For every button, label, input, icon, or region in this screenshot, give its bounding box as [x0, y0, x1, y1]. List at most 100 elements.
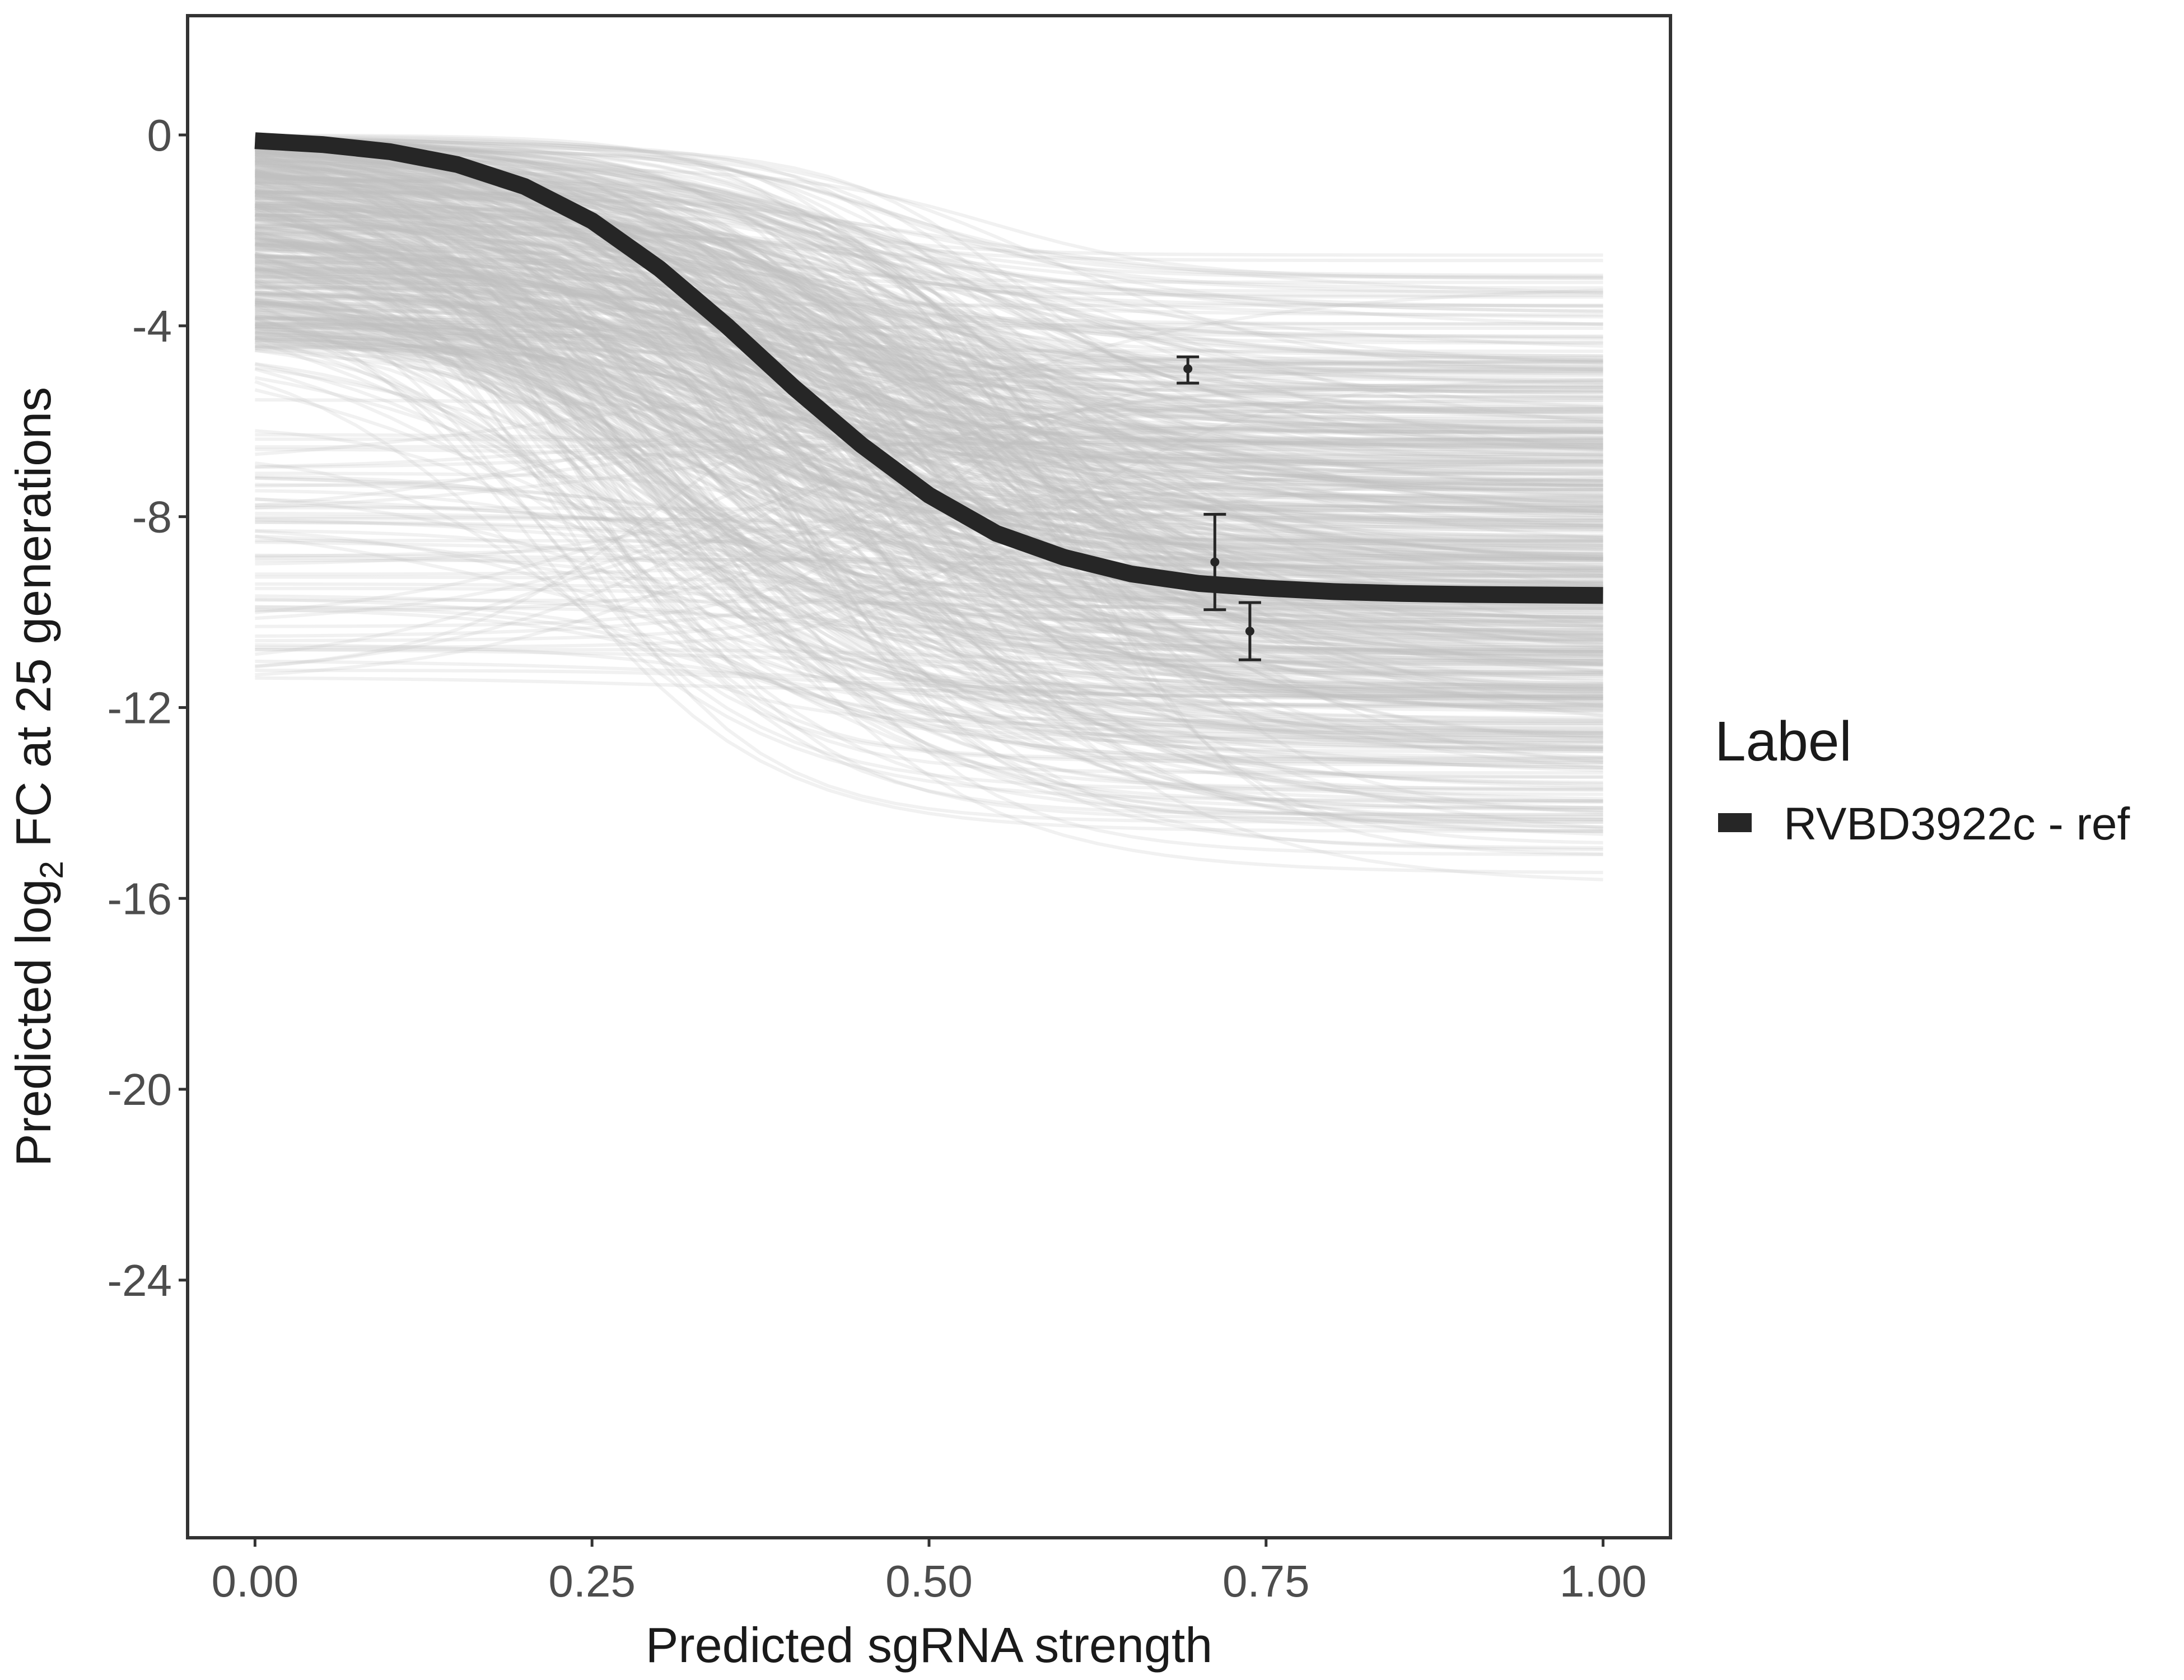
posterior-draw-line	[255, 260, 1603, 411]
posterior-draw-line	[255, 460, 1603, 576]
posterior-draw-line	[255, 268, 1603, 809]
posterior-draw-line	[255, 237, 1603, 317]
posterior-draw-line	[255, 193, 1603, 666]
posterior-draw-line	[255, 204, 1603, 675]
posterior-draw-line	[254, 235, 1603, 543]
posterior-draw-line	[255, 141, 1603, 562]
posterior-draw-line	[255, 137, 1603, 520]
posterior-draw-line	[254, 169, 1603, 513]
posterior-draw-line	[255, 206, 1603, 500]
posterior-draw-line	[255, 137, 1603, 377]
posterior-draw-line	[255, 296, 1603, 487]
posterior-draw-line	[254, 289, 1603, 769]
posterior-draw-line	[255, 148, 1603, 365]
posterior-draw-line	[254, 235, 1603, 430]
posterior-draw-line	[255, 225, 1603, 400]
posterior-draw-line	[255, 323, 1603, 543]
posterior-draw-line	[255, 143, 1603, 465]
posterior-draw-line	[255, 218, 1603, 573]
posterior-draw-line	[255, 260, 1603, 829]
posterior-draw-line	[255, 236, 1603, 737]
posterior-draw-line	[255, 267, 1603, 441]
posterior-draw-line	[254, 185, 1603, 687]
posterior-draw-line	[255, 290, 1603, 700]
posterior-draw-line	[254, 192, 1603, 622]
posterior-draw-line	[255, 605, 1603, 740]
posterior-draw-line	[255, 272, 1603, 523]
x-tick-label: 0.75	[1222, 1556, 1310, 1606]
posterior-draw-line	[255, 243, 1603, 446]
posterior-draw-line	[255, 321, 1603, 494]
posterior-draw-line	[255, 186, 1603, 539]
posterior-draw-line	[255, 192, 1603, 445]
posterior-draw-line	[254, 255, 1603, 604]
posterior-draw-line	[254, 164, 1603, 517]
posterior-draw-line	[255, 175, 1603, 585]
posterior-draw-line	[254, 171, 1603, 434]
y-axis-title-subscript: 2	[34, 861, 70, 879]
posterior-draw-line	[255, 647, 1603, 662]
posterior-draw-line	[254, 336, 1603, 636]
posterior-draw-line	[255, 150, 1603, 542]
posterior-draw-line	[255, 205, 1603, 718]
posterior-draw-line	[255, 266, 1603, 464]
posterior-draw-line	[255, 288, 1603, 614]
posterior-draw-line	[255, 214, 1603, 389]
posterior-draw-line	[255, 231, 1603, 390]
posterior-draw-line	[255, 179, 1603, 856]
posterior-draw-line	[255, 147, 1603, 290]
posterior-draw-line	[254, 185, 1603, 738]
posterior-draw-line	[254, 169, 1603, 666]
posterior-draw-line	[254, 155, 1603, 578]
posterior-draw-line	[255, 208, 1603, 641]
posterior-draw-line	[254, 252, 1603, 573]
posterior-draw-line	[255, 175, 1603, 319]
posterior-draw-line	[255, 319, 1603, 483]
posterior-draw-line	[255, 520, 1603, 663]
posterior-draw-line	[254, 204, 1603, 636]
posterior-draw-line	[255, 326, 1603, 442]
posterior-draw-line	[255, 347, 1603, 642]
posterior-draw-line	[255, 659, 1603, 689]
posterior-draw-line	[254, 311, 1603, 752]
posterior-draw-line	[254, 190, 1603, 629]
posterior-draw-line	[255, 144, 1603, 424]
posterior-draw-line	[255, 147, 1603, 277]
posterior-draw-line	[255, 553, 1603, 570]
x-tick-label: 0.25	[548, 1556, 636, 1606]
posterior-draw-line	[255, 534, 1603, 635]
posterior-draw-line	[255, 203, 1603, 376]
posterior-draw-line	[255, 224, 1603, 844]
posterior-draw-line	[254, 325, 1603, 764]
posterior-draw-line	[255, 230, 1603, 741]
posterior-draw-line	[255, 180, 1603, 697]
posterior-draw-line	[254, 262, 1603, 498]
posterior-draw-line	[255, 169, 1603, 712]
posterior-draw-line	[255, 489, 1603, 760]
posterior-draw-line	[254, 174, 1603, 623]
posterior-draw-line	[254, 209, 1603, 487]
posterior-draw-line	[255, 218, 1603, 658]
posterior-draw-line	[255, 273, 1603, 445]
posterior-draw-line	[255, 163, 1603, 559]
posterior-draw-line	[255, 172, 1603, 569]
posterior-draw-line	[255, 212, 1603, 461]
posterior-draw-line	[255, 343, 1603, 750]
posterior-draw-line	[255, 167, 1603, 307]
posterior-draw-line	[255, 459, 1603, 558]
posterior-draw-line	[255, 298, 1603, 486]
posterior-draw-line	[254, 235, 1603, 874]
x-axis-title: Predicted sgRNA strength	[646, 1617, 1213, 1673]
posterior-draw-line	[254, 278, 1603, 759]
posterior-draw-line	[255, 339, 1603, 632]
posterior-draw-line	[255, 275, 1603, 564]
posterior-draw-line	[255, 429, 1603, 816]
posterior-draw-line	[255, 188, 1603, 561]
posterior-draw-line	[255, 238, 1603, 430]
posterior-draw-line	[255, 134, 1603, 693]
posterior-draw-line	[255, 605, 1603, 690]
posterior-draw-line	[255, 207, 1603, 561]
posterior-draw-line	[255, 147, 1603, 850]
posterior-draw-line	[254, 253, 1603, 661]
